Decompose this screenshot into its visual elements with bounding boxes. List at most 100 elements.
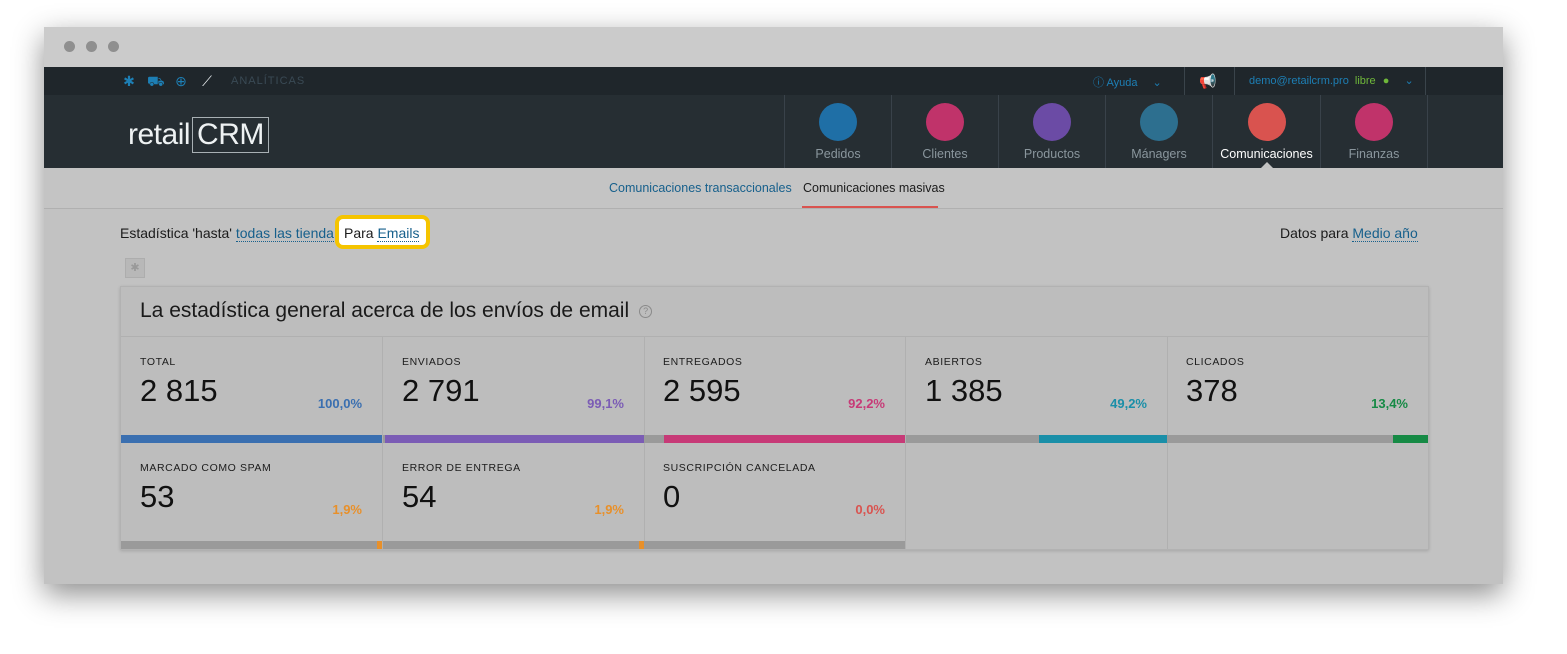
active-tab-indicator (802, 206, 938, 208)
stat-label: ERROR DE ENTREGA (402, 462, 521, 474)
nav-item-clientes[interactable]: Clientes (891, 95, 998, 168)
stat-progress-fill (1393, 435, 1428, 443)
window-dot-minimize[interactable] (86, 41, 97, 52)
channel-highlight (335, 215, 430, 249)
stat-progress-fill (639, 541, 644, 549)
period-filter: Datos para Medio año (1280, 225, 1418, 242)
channel-link[interactable]: Emails (377, 225, 420, 242)
help-question-icon[interactable]: ? (639, 304, 653, 318)
stat-percent: 49,2% (1110, 396, 1147, 411)
stat-percent: 92,2% (848, 396, 885, 411)
period-link[interactable]: Medio año (1352, 225, 1418, 242)
stat-percent: 1,9% (332, 502, 362, 517)
tab-mass[interactable]: Comunicaciones masivas (803, 181, 945, 195)
channel-filter: Para Emails (344, 225, 420, 242)
nav-item-managers[interactable]: Mánagers (1105, 95, 1212, 168)
stat-progress-fill (385, 435, 644, 443)
stat-card: ABIERTOS 1 385 49,2% (906, 337, 1168, 443)
stat-progress-bar (906, 435, 1167, 443)
stat-label: ENVIADOS (402, 356, 462, 368)
top-toolbar: ✱ ⛟ ⊕ ⟋ ANALÍTICAS ⓘ Ayuda ⌄ 📢 demo@reta… (44, 67, 1503, 95)
nav-item-finanzas[interactable]: Finanzas (1320, 95, 1428, 168)
nav-item-productos[interactable]: Productos (998, 95, 1105, 168)
status-label: libre (1354, 75, 1376, 87)
panel-title: La estadística general acerca de los env… (140, 299, 653, 323)
section-label: ANALÍTICAS (231, 75, 306, 87)
stat-progress-fill (664, 435, 905, 443)
browser-window: ✱ ⛟ ⊕ ⟋ ANALÍTICAS ⓘ Ayuda ⌄ 📢 demo@reta… (44, 27, 1503, 584)
stat-label: SUSCRIPCIÓN CANCELADA (663, 462, 816, 474)
stat-card: ENVIADOS 2 791 99,1% (383, 337, 645, 443)
stat-percent: 1,9% (594, 502, 624, 517)
stat-percent: 100,0% (317, 396, 362, 411)
stat-value: 53 (140, 479, 175, 514)
stat-value: 2 791 (402, 373, 480, 408)
stat-progress-bar (121, 541, 382, 549)
stat-progress-bar (644, 541, 905, 549)
stat-progress-fill (1038, 435, 1167, 443)
settings-gear-icon[interactable]: ✱ (123, 73, 135, 89)
stat-card: CLICADOS 378 13,4% (1167, 337, 1428, 443)
stat-label: TOTAL (140, 356, 176, 368)
nav-item-comunicaciones[interactable]: Comunicaciones (1212, 95, 1320, 168)
window-dot-close[interactable] (64, 41, 75, 52)
stat-value: 0 (663, 479, 681, 514)
filter-line: Estadística 'hasta' todas las tienda (120, 225, 334, 242)
analytics-chart-icon[interactable]: ⟋ (202, 73, 212, 89)
sub-navigation: Comunicaciones transaccionales Comunicac… (44, 168, 1503, 209)
customer-avatar-icon (926, 103, 964, 141)
chat-bubble-icon (1247, 103, 1286, 141)
user-menu[interactable]: demo@retailcrm.pro libre ● ⌄ (1249, 74, 1414, 87)
online-status-icon: ● (1382, 75, 1390, 87)
stat-progress-bar (383, 435, 644, 443)
stat-progress-fill (121, 435, 382, 443)
window-dot-maximize[interactable] (108, 41, 119, 52)
stat-value: 2 595 (663, 373, 741, 408)
divider (1234, 67, 1235, 95)
nav-item-pedidos[interactable]: Pedidos (784, 95, 891, 168)
stat-progress-bar (121, 435, 382, 443)
stat-label: ENTREGADOS (663, 356, 743, 368)
chevron-down-icon: ⌄ (1404, 75, 1414, 87)
window-chrome (44, 27, 1503, 67)
chevron-down-icon: ⌄ (1152, 77, 1162, 89)
stat-label: CLICADOS (1186, 356, 1245, 368)
stat-card: MARCADO COMO SPAM 53 1,9% (121, 443, 383, 549)
cart-icon (819, 103, 857, 141)
stat-value: 378 (1186, 373, 1238, 408)
stat-percent: 99,1% (587, 396, 624, 411)
stat-card: ERROR DE ENTREGA 54 1,9% (383, 443, 645, 549)
user-email: demo@retailcrm.pro (1249, 75, 1349, 87)
email-stats-panel: La estadística general acerca de los env… (120, 286, 1429, 550)
calculator-icon (1355, 103, 1393, 141)
widget-settings-gear-icon[interactable]: ✱ (125, 258, 145, 278)
tab-transactional[interactable]: Comunicaciones transaccionales (609, 181, 792, 195)
stat-label: ABIERTOS (925, 356, 983, 368)
divider (1184, 67, 1185, 95)
divider (121, 336, 1428, 337)
stat-percent: 0,0% (855, 502, 885, 517)
stat-value: 1 385 (925, 373, 1003, 408)
stat-percent: 13,4% (1371, 396, 1408, 411)
manager-avatar-icon (1140, 103, 1178, 141)
stores-link[interactable]: todas las tienda (235, 225, 334, 242)
retailcrm-logo[interactable]: retail CRM (128, 117, 269, 153)
stat-progress-bar (383, 541, 644, 549)
stat-progress-bar (644, 435, 905, 443)
stat-label: MARCADO COMO SPAM (140, 462, 272, 474)
divider (1425, 67, 1426, 95)
stat-card: SUSCRIPCIÓN CANCELADA 0 0,0% (644, 443, 906, 549)
stat-value: 2 815 (140, 373, 218, 408)
stat-progress-bar (1167, 435, 1428, 443)
megaphone-icon[interactable]: 📢 (1199, 73, 1217, 89)
product-box-icon (1033, 103, 1071, 141)
stat-value: 54 (402, 479, 437, 514)
empty-cell (906, 443, 1168, 549)
stat-card: TOTAL 2 815 100,0% (121, 337, 383, 443)
stat-progress-fill (377, 541, 382, 549)
stat-card: ENTREGADOS 2 595 92,2% (644, 337, 906, 443)
cart-icon[interactable]: ⛟ (147, 73, 165, 89)
lifebuoy-icon[interactable]: ⊕ (175, 73, 187, 89)
empty-cell (1167, 443, 1428, 549)
help-link[interactable]: ⓘ Ayuda ⌄ (1093, 77, 1162, 89)
